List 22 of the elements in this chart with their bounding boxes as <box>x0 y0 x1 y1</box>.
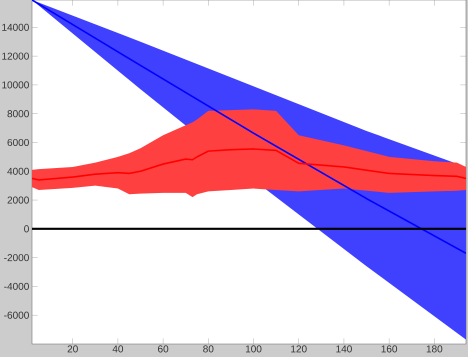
x-tick-label: 140 <box>336 345 352 352</box>
y-tick-label: 6000 <box>8 138 29 146</box>
y-tick-label: -6000 <box>4 312 29 319</box>
y-tick-label: 2000 <box>8 196 29 204</box>
y-tick-label: 8000 <box>7 110 29 118</box>
x-tick-label: 100 <box>246 345 262 352</box>
y-tick-label: 4000 <box>7 168 29 175</box>
y-tick-label: 10000 <box>2 81 29 88</box>
x-tick-label: 180 <box>426 345 442 352</box>
y-tick-label: 0 <box>24 225 29 232</box>
line-series <box>32 148 466 181</box>
y-tick-label: -2000 <box>4 254 29 262</box>
x-tick-label: 40 <box>112 345 124 352</box>
x-tick-label: 120 <box>291 345 307 352</box>
x-tick-label: 80 <box>203 345 214 352</box>
x-tick-label: 20 <box>68 345 78 352</box>
x-tick-label: 160 <box>382 345 398 352</box>
y-tick-label: 14000 <box>2 24 29 31</box>
line-series <box>32 0 466 254</box>
y-tick-label: 12000 <box>2 52 29 60</box>
y-tick-label: -4000 <box>4 282 29 290</box>
x-tick-label: 60 <box>158 345 168 352</box>
